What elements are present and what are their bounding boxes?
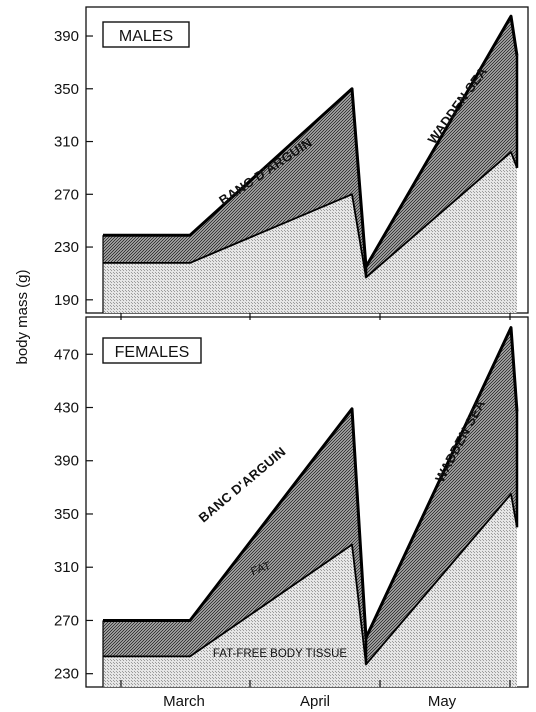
males-fat-area	[103, 16, 517, 278]
females-ytick-label-390: 390	[54, 453, 79, 470]
females-y-ticks: 230 270 310 350 390 430 470	[54, 346, 93, 683]
males-ytick-label-390: 390	[54, 28, 79, 45]
males-ytick-label-350: 350	[54, 81, 79, 98]
males-total-mass-line	[103, 14, 519, 269]
males-label: MALES	[119, 28, 173, 45]
month-label-may: May	[428, 693, 457, 710]
females-ytick-label-430: 430	[54, 400, 79, 417]
month-label-april: April	[300, 693, 330, 710]
males-fat-free-area	[103, 152, 517, 313]
females-ytick-label-310: 310	[54, 559, 79, 576]
females-area-group	[102, 326, 519, 687]
fat-free-tissue-label: FAT-FREE BODY TISSUE	[213, 648, 348, 660]
females-label: FEMALES	[115, 344, 190, 361]
x-axis-ticks	[120, 313, 511, 687]
males-fat-free-line	[103, 151, 518, 279]
males-area-group	[102, 14, 519, 313]
males-label-box	[102, 21, 190, 48]
males-ytick-label-310: 310	[54, 134, 79, 151]
females-ytick-label-350: 350	[54, 506, 79, 523]
females-fat-free-area	[103, 494, 517, 687]
males-ytick-label-190: 190	[54, 292, 79, 309]
females-label-box	[102, 337, 202, 364]
females-ytick-label-270: 270	[54, 612, 79, 629]
females-fat-free-line	[103, 493, 518, 666]
males-ytick-label-270: 270	[54, 186, 79, 203]
females-ytick-label-230: 230	[54, 666, 79, 683]
males-ytick-label-230: 230	[54, 239, 79, 256]
y-axis-label: body mass (g)	[14, 269, 31, 364]
females-ytick-label-470: 470	[54, 346, 79, 363]
females-total-mass-line	[103, 326, 519, 640]
females-fat-area	[103, 327, 517, 665]
month-label-march: March	[163, 693, 205, 710]
males-y-ticks: 190 230 270 310 350 390	[54, 28, 93, 309]
